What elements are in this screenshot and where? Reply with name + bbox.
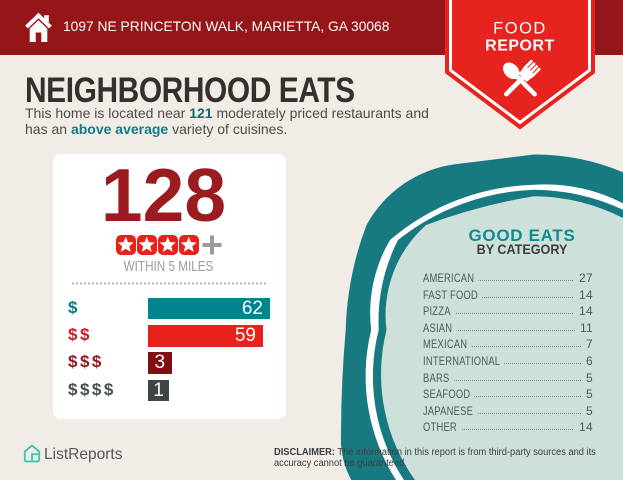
svg-text:REPORT: REPORT — [485, 38, 555, 55]
svg-text:FOOD: FOOD — [493, 20, 547, 38]
